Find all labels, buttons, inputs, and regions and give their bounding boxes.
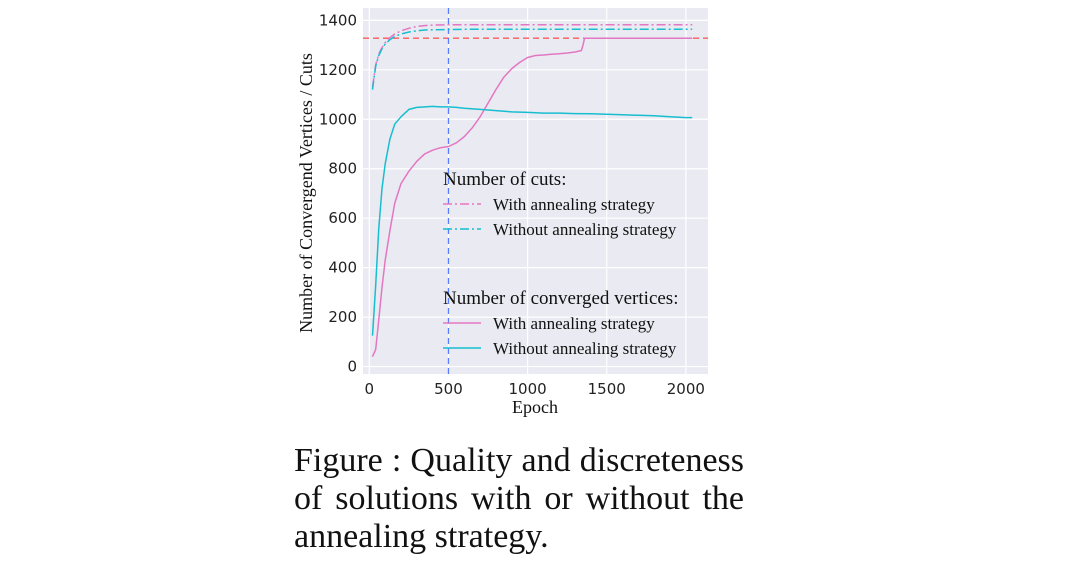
legend-entry-label: With annealing strategy [493,314,655,333]
x-tick-label: 2000 [667,380,705,398]
x-tick-label: 500 [434,380,463,398]
y-tick-label: 1400 [319,11,357,29]
y-tick-label: 800 [328,160,357,178]
x-tick-label: 1500 [588,380,626,398]
y-tick-label: 0 [347,358,357,376]
y-tick-label: 1000 [319,110,357,128]
legend-group-title: Number of cuts: [443,169,566,190]
chart: 0 500 1000 1500 2000 0 200 400 600 800 1000 1200 140… [296,8,708,417]
y-tick-label: 600 [328,209,357,227]
y-tick-label: 200 [328,308,357,326]
y-tick-label: 400 [328,259,357,277]
x-tick-label: 1000 [508,380,546,398]
legend-group-title: Number of converged vertices: [443,288,678,309]
plot-area [363,8,708,374]
y-axis-label: Number of Convergend Vertices / Cuts [296,53,316,333]
series-line-3 [371,105,693,336]
legend-entry-label: Without annealing strategy [493,339,677,358]
x-axis-label: Epoch [512,397,558,417]
legend-entry-label: With annealing strategy [493,195,655,214]
x-tick-label: 0 [365,380,375,398]
y-tick-label: 1200 [319,61,357,79]
series-line-2 [371,37,693,357]
series-line-1 [371,28,693,90]
figure-caption: Figure : Quality and discreteness of sol… [294,442,744,555]
series-line-0 [371,24,693,88]
legend-entry-label: Without annealing strategy [493,220,677,239]
